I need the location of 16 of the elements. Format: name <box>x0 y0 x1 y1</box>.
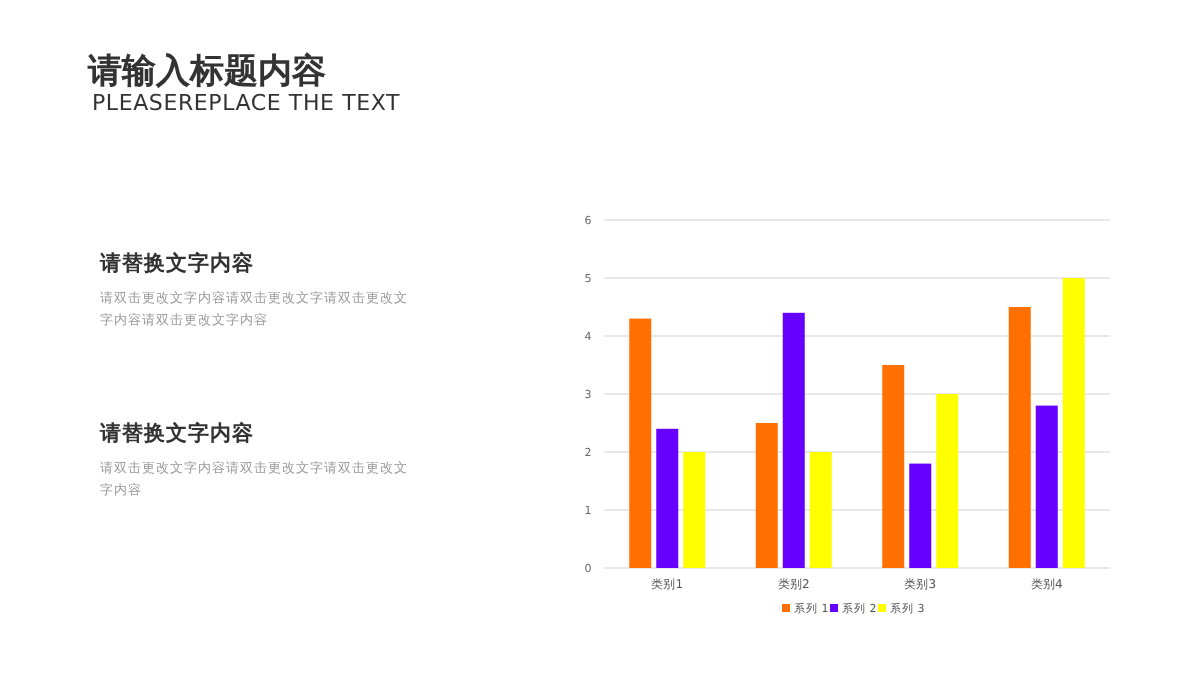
text: 请输入标题内容 <box>88 50 326 93</box>
bar <box>909 463 932 568</box>
bar <box>809 452 832 568</box>
bar <box>936 394 959 568</box>
bar <box>1008 307 1031 568</box>
bar <box>755 423 778 568</box>
bar <box>656 428 679 568</box>
text: 请替换文字内容 <box>100 420 254 448</box>
bar <box>1062 278 1085 568</box>
bar <box>1035 405 1058 568</box>
text: 请替换文字内容 <box>100 250 254 278</box>
bar <box>882 365 905 568</box>
bar <box>629 318 652 568</box>
text: PLEASEREPLACE THE TEXT <box>92 90 401 116</box>
bar <box>683 452 706 568</box>
bar <box>782 312 805 568</box>
